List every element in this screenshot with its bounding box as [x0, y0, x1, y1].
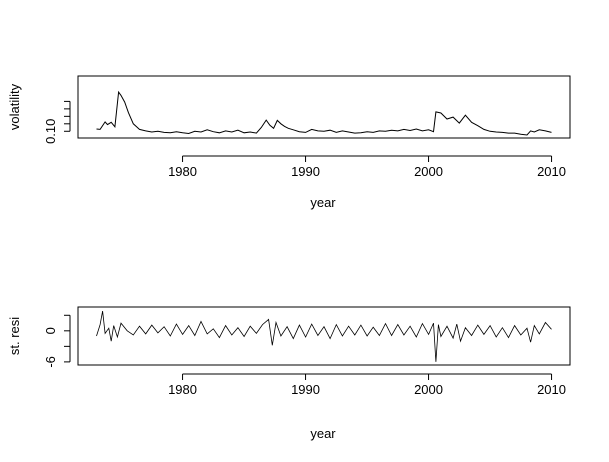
x-tick-label: 2010: [537, 382, 566, 397]
y-tick-label: 0: [43, 327, 58, 334]
y-axis-label: volatility: [7, 83, 22, 130]
plot-box: [77, 306, 571, 366]
y-axis-label: st. resi: [7, 317, 22, 355]
panel-standardized-residuals: 1980 1990 2000 2010 -6 0 year st. resi: [7, 306, 571, 441]
series-line: [96, 311, 552, 362]
series-line: [96, 90, 552, 136]
x-axis: 1980 1990 2000 2010: [168, 155, 566, 179]
y-tick-label: -6: [43, 356, 58, 368]
x-axis-label: year: [310, 195, 336, 210]
x-tick-label: 2010: [537, 164, 566, 179]
x-tick-label: 1990: [291, 164, 320, 179]
x-tick-label: 1980: [168, 382, 197, 397]
x-axis: 1980 1990 2000 2010: [168, 373, 566, 397]
x-axis-label: year: [310, 426, 336, 441]
y-axis: -6 0: [43, 314, 71, 368]
x-tick-label: 2000: [414, 164, 443, 179]
y-tick-label: 0.10: [43, 119, 58, 144]
y-axis: 0.10: [43, 100, 71, 144]
x-tick-label: 1980: [168, 164, 197, 179]
x-tick-label: 1990: [291, 382, 320, 397]
plot-box: [77, 75, 571, 139]
panel-volatility: 1980 1990 2000 2010 0.10 year volatility: [7, 75, 571, 210]
x-tick-label: 2000: [414, 382, 443, 397]
